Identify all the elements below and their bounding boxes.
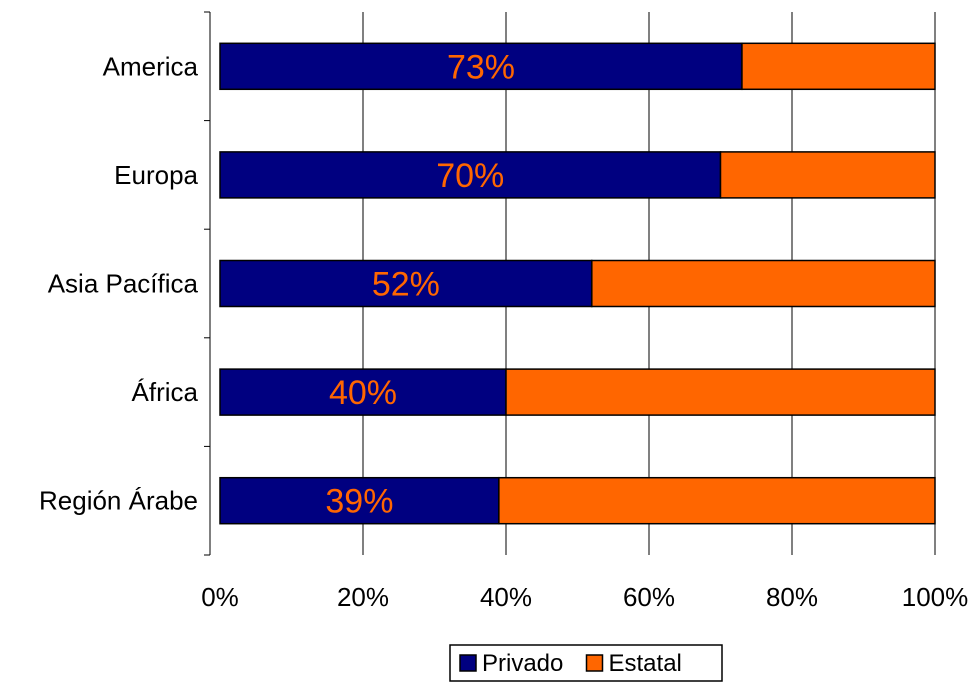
x-tick-label: 100%: [902, 582, 969, 612]
category-labels: America Europa Asia Pacífica África Región Á…: [39, 51, 199, 515]
data-label: 73%: [447, 48, 515, 86]
x-tick-labels: 0% 20% 40% 60% 80% 100%: [201, 582, 968, 612]
x-tick-label: 60%: [623, 582, 675, 612]
category-label: Europa: [114, 160, 198, 190]
bar-privado-2: [219, 151, 722, 199]
x-tick-label: 40%: [480, 582, 532, 612]
bar-estatal-2: [719, 151, 936, 199]
data-label: 70%: [436, 157, 504, 195]
bar-privado-1: [219, 42, 743, 91]
bar-privado-3: [219, 259, 593, 308]
x-tick-label: 80%: [766, 582, 818, 612]
bars: [219, 42, 936, 525]
bar-privado-4: [219, 368, 507, 416]
x-tick-label: 20%: [337, 582, 389, 612]
bar-estatal-5: [498, 476, 936, 525]
data-label: 39%: [325, 483, 393, 521]
legend-label-estatal: Estatal: [609, 650, 682, 677]
category-label: Asia Pacífica: [48, 269, 199, 299]
x-tick-label: 0%: [201, 582, 239, 612]
category-label: America: [103, 51, 199, 81]
bar-estatal-1: [741, 42, 936, 91]
category-axis: [204, 11, 211, 556]
legend: Privado Estatal: [449, 644, 723, 682]
category-label: Región Árabe: [39, 486, 198, 516]
bar-privado-5: [219, 476, 500, 525]
category-label: África: [132, 377, 199, 407]
legend-swatch-privado: [459, 654, 477, 672]
legend-label-privado: Privado: [482, 650, 563, 677]
bar-estatal-3: [591, 259, 936, 308]
data-label: 40%: [329, 374, 397, 412]
data-label: 52%: [372, 266, 440, 304]
data-labels: 73% 70% 52% 40% 39%: [325, 48, 515, 520]
legend-swatch-estatal: [585, 654, 604, 672]
bar-estatal-4: [505, 368, 936, 416]
